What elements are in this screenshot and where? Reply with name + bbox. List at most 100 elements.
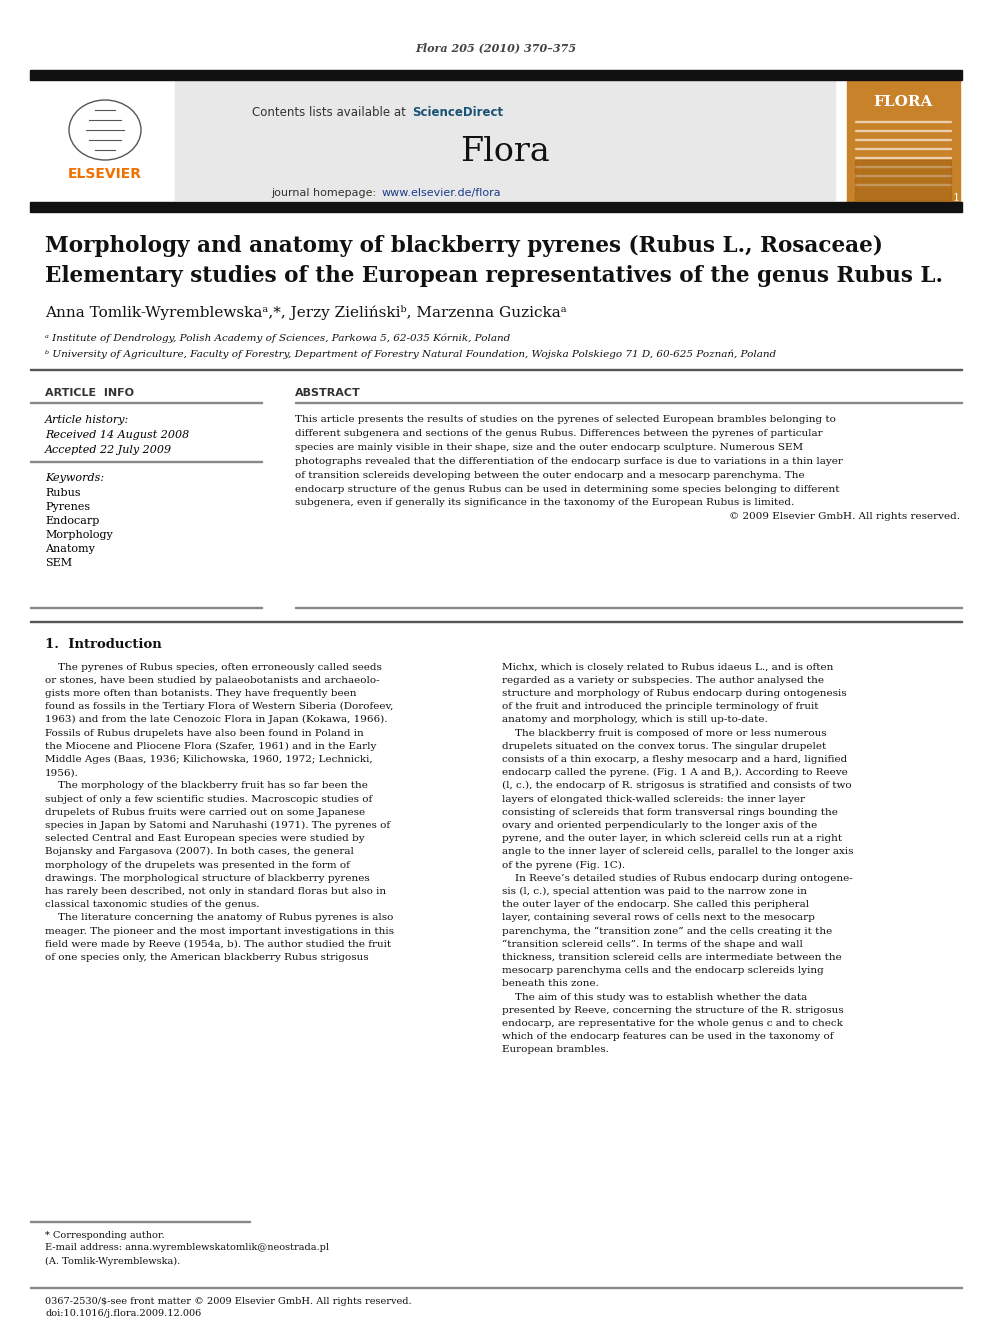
Bar — [855, 175, 951, 176]
Text: of the fruit and introduced the principle terminology of fruit: of the fruit and introduced the principl… — [502, 703, 818, 710]
Bar — [855, 139, 951, 140]
Text: layer, containing several rows of cells next to the mesocarp: layer, containing several rows of cells … — [502, 913, 814, 922]
Text: FLORA: FLORA — [873, 95, 932, 108]
Text: drupelets situated on the convex torus. The singular drupelet: drupelets situated on the convex torus. … — [502, 742, 826, 750]
Text: E-mail address: anna.wyremblewskatomlik@neostrada.pl: E-mail address: anna.wyremblewskatomlik@… — [45, 1244, 329, 1253]
Text: Fossils of Rubus drupelets have also been found in Poland in: Fossils of Rubus drupelets have also bee… — [45, 729, 364, 737]
Text: thickness, transition sclereid cells are intermediate between the: thickness, transition sclereid cells are… — [502, 953, 842, 962]
Text: The blackberry fruit is composed of more or less numerous: The blackberry fruit is composed of more… — [502, 729, 826, 737]
Text: sis (l, c.), special attention was paid to the narrow zone in: sis (l, c.), special attention was paid … — [502, 886, 807, 896]
Text: ELSEVIER: ELSEVIER — [68, 167, 142, 181]
Text: the Miocene and Pliocene Flora (Szafer, 1961) and in the Early: the Miocene and Pliocene Flora (Szafer, … — [45, 742, 376, 750]
Bar — [847, 79, 960, 202]
Text: journal homepage:: journal homepage: — [272, 188, 380, 198]
Text: consisting of sclereids that form transversal rings bounding the: consisting of sclereids that form transv… — [502, 808, 838, 816]
Text: or stones, have been studied by palaeobotanists and archaeolo-: or stones, have been studied by palaeobo… — [45, 676, 380, 685]
Text: (l, c.), the endocarp of R. strigosus is stratified and consists of two: (l, c.), the endocarp of R. strigosus is… — [502, 782, 851, 790]
Text: layers of elongated thick-walled sclereids: the inner layer: layers of elongated thick-walled sclerei… — [502, 795, 805, 803]
Text: Anatomy: Anatomy — [45, 544, 95, 554]
Bar — [855, 160, 951, 200]
Bar — [855, 130, 951, 131]
Bar — [855, 156, 951, 157]
Text: Morphology and anatomy of blackberry pyrenes (Rubus L., Rosaceae): Morphology and anatomy of blackberry pyr… — [45, 235, 883, 257]
Bar — [855, 184, 951, 185]
Text: of one species only, the American blackberry Rubus strigosus: of one species only, the American blackb… — [45, 953, 369, 962]
Text: mesocarp parenchyma cells and the endocarp sclereids lying: mesocarp parenchyma cells and the endoca… — [502, 966, 823, 975]
Text: pyrene, and the outer layer, in which sclereid cells run at a right: pyrene, and the outer layer, in which sc… — [502, 833, 842, 843]
Text: species are mainly visible in their shape, size and the outer endocarp sculpture: species are mainly visible in their shap… — [295, 443, 804, 452]
Bar — [855, 120, 951, 122]
Text: Keywords:: Keywords: — [45, 474, 104, 483]
Text: consists of a thin exocarp, a fleshy mesocarp and a hard, lignified: consists of a thin exocarp, a fleshy mes… — [502, 755, 847, 763]
Text: Bojansky and Fargasova (2007). In both cases, the general: Bojansky and Fargasova (2007). In both c… — [45, 847, 354, 856]
Text: regarded as a variety or subspecies. The author analysed the: regarded as a variety or subspecies. The… — [502, 676, 824, 685]
Text: Anna Tomlik-Wyremblewskaᵃ,*, Jerzy Zielińskiᵇ, Marzenna Guzickaᵃ: Anna Tomlik-Wyremblewskaᵃ,*, Jerzy Zieli… — [45, 304, 566, 319]
Text: ᵇ University of Agriculture, Faculty of Forestry, Department of Forestry Natural: ᵇ University of Agriculture, Faculty of … — [45, 349, 776, 359]
Text: endocarp called the pyrene. (Fig. 1 A and B,). According to Reeve: endocarp called the pyrene. (Fig. 1 A an… — [502, 769, 848, 777]
Bar — [175, 79, 835, 200]
Bar — [30, 369, 962, 370]
Text: Article history:: Article history: — [45, 415, 129, 425]
Text: Flora 205 (2010) 370–375: Flora 205 (2010) 370–375 — [416, 42, 576, 53]
Text: The morphology of the blackberry fruit has so far been the: The morphology of the blackberry fruit h… — [45, 782, 368, 790]
Text: ARTICLE  INFO: ARTICLE INFO — [45, 388, 134, 398]
Text: of the pyrene (Fig. 1C).: of the pyrene (Fig. 1C). — [502, 860, 625, 869]
Text: field were made by Reeve (1954a, b). The author studied the fruit: field were made by Reeve (1954a, b). The… — [45, 939, 391, 949]
Text: meager. The pioneer and the most important investigations in this: meager. The pioneer and the most importa… — [45, 926, 394, 935]
Text: ᵃ Institute of Dendrology, Polish Academy of Sciences, Parkowa 5, 62-035 Kórnik,: ᵃ Institute of Dendrology, Polish Academ… — [45, 333, 510, 343]
Text: drupelets of Rubus fruits were carried out on some Japanese: drupelets of Rubus fruits were carried o… — [45, 808, 365, 816]
Text: The literature concerning the anatomy of Rubus pyrenes is also: The literature concerning the anatomy of… — [45, 913, 394, 922]
Text: Michx, which is closely related to Rubus idaeus L., and is often: Michx, which is closely related to Rubus… — [502, 663, 833, 672]
Bar — [30, 620, 962, 622]
Text: the outer layer of the endocarp. She called this peripheral: the outer layer of the endocarp. She cal… — [502, 900, 809, 909]
Text: has rarely been described, not only in standard floras but also in: has rarely been described, not only in s… — [45, 886, 386, 896]
Text: selected Central and East European species were studied by: selected Central and East European speci… — [45, 833, 365, 843]
Text: endocarp, are representative for the whole genus c and to check: endocarp, are representative for the who… — [502, 1019, 843, 1028]
Text: 1963) and from the late Cenozoic Flora in Japan (Kokawa, 1966).: 1963) and from the late Cenozoic Flora i… — [45, 716, 388, 725]
Text: (A. Tomlik-Wyremblewska).: (A. Tomlik-Wyremblewska). — [45, 1257, 181, 1266]
Text: European brambles.: European brambles. — [502, 1045, 609, 1054]
Text: 1956).: 1956). — [45, 769, 79, 777]
Text: morphology of the drupelets was presented in the form of: morphology of the drupelets was presente… — [45, 860, 350, 869]
Text: * Corresponding author.: * Corresponding author. — [45, 1230, 165, 1240]
Text: presented by Reeve, concerning the structure of the R. strigosus: presented by Reeve, concerning the struc… — [502, 1005, 843, 1015]
Text: Pyrenes: Pyrenes — [45, 501, 90, 512]
Text: anatomy and morphology, which is still up-to-date.: anatomy and morphology, which is still u… — [502, 716, 768, 724]
Text: parenchyma, the “transition zone” and the cells creating it the: parenchyma, the “transition zone” and th… — [502, 926, 832, 935]
Text: different subgenera and sections of the genus Rubus. Differences between the pyr: different subgenera and sections of the … — [295, 429, 822, 438]
Bar — [855, 165, 951, 167]
Text: Middle Ages (Baas, 1936; Kilichowska, 1960, 1972; Lechnicki,: Middle Ages (Baas, 1936; Kilichowska, 19… — [45, 755, 373, 763]
Text: beneath this zone.: beneath this zone. — [502, 979, 599, 988]
Text: Flora: Flora — [460, 136, 550, 168]
Text: Received 14 August 2008: Received 14 August 2008 — [45, 430, 189, 441]
Text: drawings. The morphological structure of blackberry pyrenes: drawings. The morphological structure of… — [45, 873, 370, 882]
Text: In Reeve’s detailed studies of Rubus endocarp during ontogene-: In Reeve’s detailed studies of Rubus end… — [502, 873, 853, 882]
Text: found as fossils in the Tertiary Flora of Western Siberia (Dorofeev,: found as fossils in the Tertiary Flora o… — [45, 703, 394, 712]
Text: subject of only a few scientific studies. Macroscopic studies of: subject of only a few scientific studies… — [45, 795, 372, 803]
Text: subgenera, even if generally its significance in the taxonomy of the European Ru: subgenera, even if generally its signifi… — [295, 499, 795, 507]
Text: SEM: SEM — [45, 558, 72, 568]
Text: www.elsevier.de/flora: www.elsevier.de/flora — [382, 188, 502, 198]
Text: 1.  Introduction: 1. Introduction — [45, 639, 162, 651]
Text: Contents lists available at: Contents lists available at — [252, 106, 410, 119]
Text: endocarp structure of the genus Rubus can be used in determining some species be: endocarp structure of the genus Rubus ca… — [295, 484, 839, 493]
Text: ovary and oriented perpendicularly to the longer axis of the: ovary and oriented perpendicularly to th… — [502, 820, 817, 830]
Text: Rubus: Rubus — [45, 488, 80, 497]
Bar — [30, 70, 962, 79]
Text: angle to the inner layer of sclereid cells, parallel to the longer axis: angle to the inner layer of sclereid cel… — [502, 847, 853, 856]
Text: classical taxonomic studies of the genus.: classical taxonomic studies of the genus… — [45, 900, 260, 909]
Text: doi:10.1016/j.flora.2009.12.006: doi:10.1016/j.flora.2009.12.006 — [45, 1310, 201, 1319]
Text: The pyrenes of Rubus species, often erroneously called seeds: The pyrenes of Rubus species, often erro… — [45, 663, 382, 672]
Text: Morphology: Morphology — [45, 531, 113, 540]
Text: ScienceDirect: ScienceDirect — [412, 106, 503, 119]
Text: 0367-2530/$-see front matter © 2009 Elsevier GmbH. All rights reserved.: 0367-2530/$-see front matter © 2009 Else… — [45, 1297, 412, 1306]
Text: The aim of this study was to establish whether the data: The aim of this study was to establish w… — [502, 992, 807, 1002]
Text: species in Japan by Satomi and Naruhashi (1971). The pyrenes of: species in Japan by Satomi and Naruhashi… — [45, 820, 390, 830]
Bar — [855, 147, 951, 149]
Text: 1: 1 — [952, 193, 959, 202]
Text: of transition sclereids developing between the outer endocarp and a mesocarp par: of transition sclereids developing betwe… — [295, 471, 805, 480]
Text: “transition sclereid cells”. In terms of the shape and wall: “transition sclereid cells”. In terms of… — [502, 939, 803, 949]
Text: structure and morphology of Rubus endocarp during ontogenesis: structure and morphology of Rubus endoca… — [502, 689, 846, 699]
Bar — [30, 202, 962, 212]
Text: gists more often than botanists. They have frequently been: gists more often than botanists. They ha… — [45, 689, 356, 699]
